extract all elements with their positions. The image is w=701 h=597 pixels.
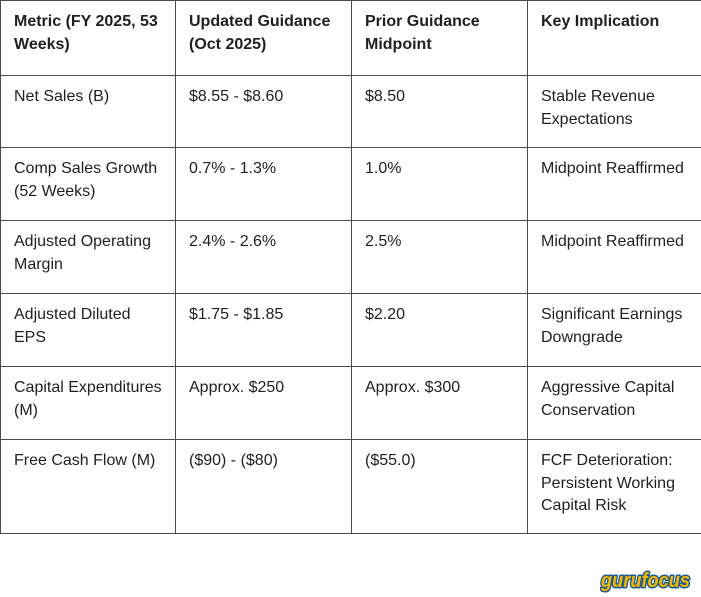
table-header-row: Metric (FY 2025, 53 Weeks) Updated Guida… bbox=[0, 0, 701, 76]
cell-key-implication: Significant Earnings Downgrade bbox=[527, 293, 701, 367]
header-key-implication: Key Implication bbox=[527, 0, 701, 76]
cell-prior-guidance: 1.0% bbox=[351, 147, 528, 221]
cell-metric: Adjusted Diluted EPS bbox=[0, 293, 176, 367]
cell-metric: Adjusted Operating Margin bbox=[0, 220, 176, 294]
cell-metric: Comp Sales Growth (52 Weeks) bbox=[0, 147, 176, 221]
cell-metric: Net Sales (B) bbox=[0, 75, 176, 148]
cell-metric: Free Cash Flow (M) bbox=[0, 439, 176, 534]
cell-key-implication: Stable Revenue Expectations bbox=[527, 75, 701, 148]
cell-updated-guidance: $8.55 - $8.60 bbox=[175, 75, 352, 148]
cell-prior-guidance: Approx. $300 bbox=[351, 366, 528, 440]
guidance-table: Metric (FY 2025, 53 Weeks) Updated Guida… bbox=[0, 0, 701, 534]
gurufocus-logo: gurufocus bbox=[600, 569, 692, 594]
header-prior-guidance: Prior Guidance Midpoint bbox=[351, 0, 528, 76]
cell-key-implication: Midpoint Reaffirmed bbox=[527, 220, 701, 294]
cell-prior-guidance: 2.5% bbox=[351, 220, 528, 294]
cell-updated-guidance: $1.75 - $1.85 bbox=[175, 293, 352, 367]
cell-key-implication: Midpoint Reaffirmed bbox=[527, 147, 701, 221]
cell-updated-guidance: Approx. $250 bbox=[175, 366, 352, 440]
gurufocus-logo-text: gurufocus bbox=[600, 570, 690, 592]
table-row: Comp Sales Growth (52 Weeks) 0.7% - 1.3%… bbox=[0, 147, 701, 221]
cell-prior-guidance: ($55.0) bbox=[351, 439, 528, 534]
header-updated-guidance: Updated Guidance (Oct 2025) bbox=[175, 0, 352, 76]
table-row: Adjusted Diluted EPS $1.75 - $1.85 $2.20… bbox=[0, 293, 701, 367]
header-metric: Metric (FY 2025, 53 Weeks) bbox=[0, 0, 176, 76]
cell-prior-guidance: $2.20 bbox=[351, 293, 528, 367]
cell-prior-guidance: $8.50 bbox=[351, 75, 528, 148]
cell-updated-guidance: 0.7% - 1.3% bbox=[175, 147, 352, 221]
table-row: Net Sales (B) $8.55 - $8.60 $8.50 Stable… bbox=[0, 75, 701, 148]
table-row: Capital Expenditures (M) Approx. $250 Ap… bbox=[0, 366, 701, 440]
cell-key-implication: Aggressive Capital Conservation bbox=[527, 366, 701, 440]
cell-updated-guidance: ($90) - ($80) bbox=[175, 439, 352, 534]
table-row: Free Cash Flow (M) ($90) - ($80) ($55.0)… bbox=[0, 439, 701, 534]
cell-metric: Capital Expenditures (M) bbox=[0, 366, 176, 440]
cell-updated-guidance: 2.4% - 2.6% bbox=[175, 220, 352, 294]
table-row: Adjusted Operating Margin 2.4% - 2.6% 2.… bbox=[0, 220, 701, 294]
cell-key-implication: FCF Deterioration: Persistent Working Ca… bbox=[527, 439, 701, 534]
